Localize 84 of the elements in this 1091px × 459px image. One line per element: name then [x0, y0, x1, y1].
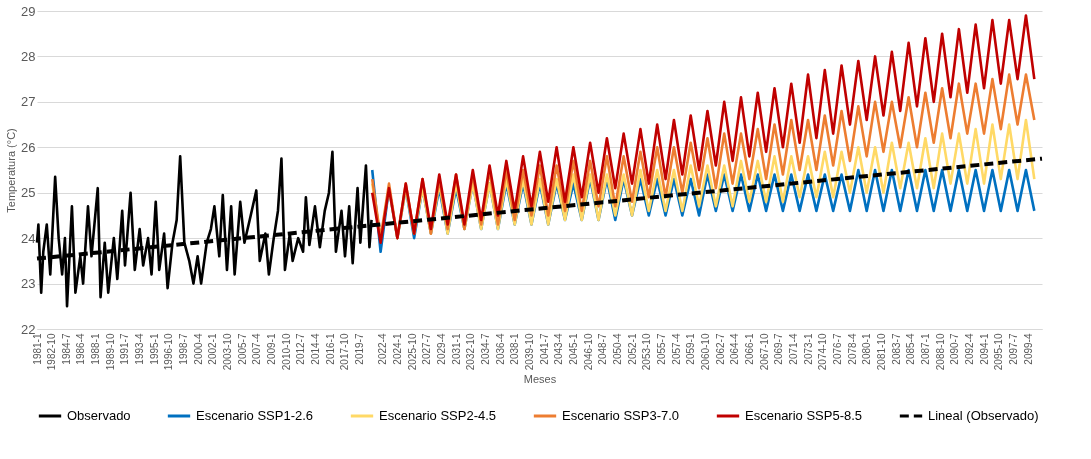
x-tick-label: 2022-4 [377, 333, 389, 365]
x-tick-label: 2032-10 [465, 333, 477, 371]
legend-label: Escenario SSP2-4.5 [379, 408, 497, 423]
y-tick-label: 27 [21, 94, 36, 110]
x-tick-label: 2060-10 [699, 333, 711, 371]
legend-label: Observado [67, 408, 131, 423]
x-tick-label: 2029-4 [435, 333, 447, 365]
x-tick-label: 2097-7 [1007, 333, 1019, 365]
legend-label: Escenario SSP3-7.0 [562, 408, 680, 423]
x-tick-label: 1981-1 [31, 333, 43, 365]
x-tick-label: 2066-1 [743, 333, 755, 365]
y-tick-label: 23 [21, 276, 36, 292]
x-tick-label: 2019-7 [354, 333, 366, 365]
x-tick-label: 2007-4 [251, 333, 263, 365]
x-tick-label: 2095-10 [993, 333, 1005, 371]
x-tick-label: 2057-4 [670, 333, 682, 365]
x-tick-label: 2083-7 [890, 333, 902, 365]
x-tick-label: 2005-7 [236, 333, 248, 365]
x-tick-label: 2009-1 [266, 333, 278, 365]
x-tick-label: 2055-7 [655, 333, 667, 365]
x-tick-label: 2094-1 [978, 333, 990, 365]
x-tick-label: 2031-1 [450, 333, 462, 365]
x-tick-label: 2069-7 [773, 333, 785, 365]
line-series [370, 14, 1036, 244]
y-tick-label: 28 [21, 48, 36, 64]
x-tick-label: 2002-1 [207, 333, 219, 365]
x-tick-label: 2078-4 [846, 333, 858, 365]
x-tick-label: 1995-1 [148, 333, 160, 365]
x-tick-label: 1991-7 [119, 333, 131, 365]
legend-label: Lineal (Observado) [928, 408, 1039, 423]
x-tick-label: 2076-7 [831, 333, 843, 365]
x-tick-label: 2039-10 [523, 333, 535, 371]
x-axis-title: Meses [523, 373, 557, 386]
legend-label: Escenario SSP1-2.6 [196, 408, 314, 423]
x-tick-label: 2038-1 [509, 333, 521, 365]
x-tick-label: 2016-1 [324, 333, 336, 365]
y-tick-label: 25 [21, 185, 36, 201]
x-tick-label: 2081-10 [875, 333, 887, 371]
x-tick-label: 2053-10 [641, 333, 653, 371]
x-tick-label: 2003-10 [222, 333, 234, 371]
x-tick-label: 2062-7 [714, 333, 726, 365]
y-tick-label: 24 [21, 230, 36, 246]
x-tick-label: 2024-1 [391, 333, 403, 365]
x-tick-label: 2071-4 [787, 333, 799, 365]
x-tick-label: 2099-4 [1022, 333, 1034, 365]
x-tick-label: 2017-10 [339, 333, 351, 371]
x-tick-label: 2067-10 [758, 333, 770, 371]
x-tick-label: 2000-4 [192, 333, 204, 365]
y-tick-label: 29 [21, 3, 36, 19]
x-tick-label: 2052-1 [626, 333, 638, 365]
x-tick-label: 2045-1 [567, 333, 579, 365]
x-tick-label: 2059-1 [685, 333, 697, 365]
x-tick-label: 2036-4 [494, 333, 506, 365]
x-tick-label: 1986-4 [75, 333, 87, 365]
x-tick-label: 2025-10 [406, 333, 418, 371]
x-tick-label: 2064-4 [729, 333, 741, 365]
x-tick-label: 1993-4 [134, 333, 146, 365]
x-tick-label: 2074-10 [817, 333, 829, 371]
x-tick-label: 2027-7 [421, 333, 433, 365]
x-tick-label: 2088-10 [934, 333, 946, 371]
x-tick-label: 2043-4 [553, 333, 565, 365]
y-axis-title: Temperatura (°C) [5, 128, 18, 213]
x-tick-label: 2080-1 [861, 333, 873, 365]
x-tick-label: 2034-7 [479, 333, 491, 365]
x-tick-label: 2073-1 [802, 333, 814, 365]
x-tick-label: 2085-4 [905, 333, 917, 365]
legend-label: Escenario SSP5-8.5 [745, 408, 863, 423]
x-tick-label: 1988-1 [90, 333, 102, 365]
x-tick-label: 2048-7 [597, 333, 609, 365]
x-tick-label: 2090-7 [949, 333, 961, 365]
x-tick-label: 1989-10 [104, 333, 116, 371]
x-tick-label: 2046-10 [582, 333, 594, 371]
x-tick-label: 2087-1 [919, 333, 931, 365]
x-tick-label: 2014-4 [310, 333, 322, 365]
x-tick-label: 1984-7 [60, 333, 72, 365]
y-tick-label: 26 [21, 139, 36, 155]
x-tick-label: 2092-4 [963, 333, 975, 365]
x-tick-label: 2012-7 [295, 333, 307, 365]
x-tick-label: 1996-10 [163, 333, 175, 371]
x-tick-label: 2041-7 [538, 333, 550, 365]
x-tick-label: 1998-7 [178, 333, 190, 365]
x-tick-label: 2010-10 [280, 333, 292, 371]
x-tick-label: 1982-10 [46, 333, 58, 371]
x-tick-label: 2050-4 [611, 333, 623, 365]
